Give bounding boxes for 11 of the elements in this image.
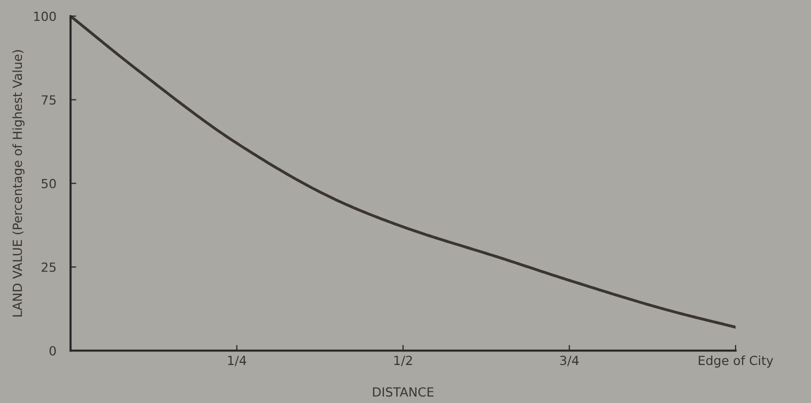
x-axis-title: DISTANCE bbox=[373, 387, 434, 397]
x-tick-label: 3/4 bbox=[560, 356, 579, 366]
y-tick-label: 50 bbox=[42, 178, 56, 188]
x-tick-label: Edge of City bbox=[698, 355, 774, 368]
x-tick-label: 1/4 bbox=[228, 356, 246, 366]
y-tick-label: 25 bbox=[42, 262, 56, 272]
y-axis-title: LAND VALUE (Percentage of Highest Value) bbox=[12, 50, 24, 316]
x-tick-label: 1/2 bbox=[394, 356, 412, 366]
y-tick-label: 0 bbox=[50, 346, 56, 356]
y-tick-label: 75 bbox=[42, 95, 56, 105]
y-tick-label: 100 bbox=[34, 12, 56, 22]
